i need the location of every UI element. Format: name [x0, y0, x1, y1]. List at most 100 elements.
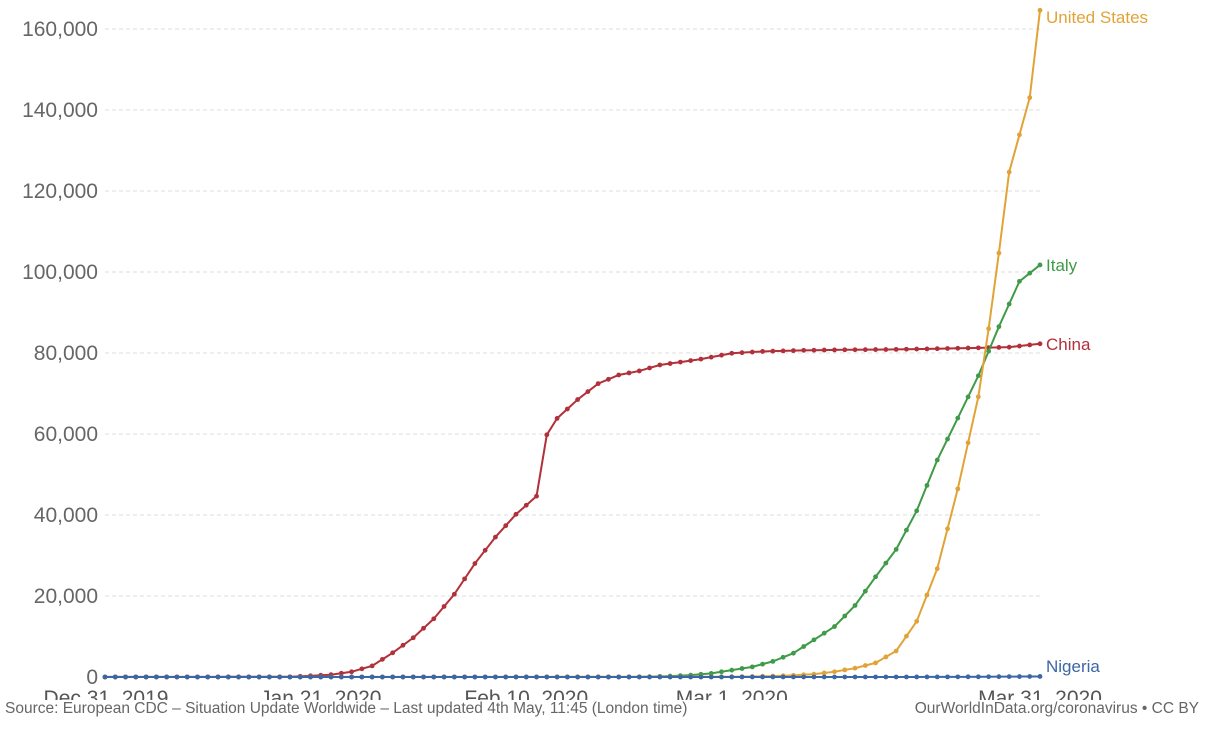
- data-point: [780, 348, 786, 354]
- data-point: [698, 674, 704, 680]
- x-tick-label: Feb 10, 2020: [464, 687, 588, 700]
- data-point: [770, 348, 776, 354]
- data-point: [821, 670, 827, 676]
- data-point: [616, 372, 622, 378]
- data-point: [996, 250, 1002, 256]
- data-point: [914, 618, 920, 624]
- y-tick-label: 100,000: [22, 261, 98, 284]
- x-tick-label: Mar 31, 2020: [978, 687, 1102, 700]
- data-point: [945, 346, 950, 351]
- data-point: [462, 576, 468, 582]
- data-point: [554, 674, 560, 680]
- data-point: [1037, 262, 1043, 268]
- series-label-italy: Italy: [1046, 256, 1078, 275]
- attribution-link[interactable]: OurWorldInData.org/coronavirus • CC BY: [914, 700, 1199, 717]
- data-point: [883, 560, 889, 566]
- data-point: [986, 326, 992, 332]
- data-point: [749, 349, 755, 355]
- data-point: [842, 674, 848, 680]
- data-point: [1006, 674, 1012, 680]
- data-point: [842, 613, 848, 619]
- data-point: [647, 674, 652, 680]
- data-point: [585, 389, 591, 394]
- data-point: [472, 674, 478, 680]
- data-point: [893, 346, 899, 352]
- data-point: [616, 674, 622, 680]
- data-point: [328, 674, 334, 680]
- data-point: [955, 674, 961, 680]
- data-point: [791, 650, 796, 656]
- data-point: [780, 654, 786, 660]
- data-point: [862, 347, 868, 353]
- data-point: [862, 674, 868, 680]
- data-point: [832, 669, 837, 675]
- data-point: [801, 674, 807, 680]
- data-point: [606, 376, 611, 382]
- data-point: [749, 674, 755, 680]
- data-point: [924, 483, 930, 488]
- data-point: [410, 635, 416, 641]
- data-point: [564, 406, 570, 412]
- data-point: [801, 644, 807, 649]
- data-point: [965, 345, 971, 351]
- data-point: [924, 592, 930, 598]
- data-point: [369, 663, 375, 669]
- series-united-states: [102, 7, 1043, 680]
- data-point: [760, 661, 765, 667]
- x-tick-label: Mar 1, 2020: [676, 687, 788, 700]
- data-point: [986, 674, 992, 680]
- data-point: [626, 370, 632, 376]
- data-point: [904, 346, 909, 352]
- data-point: [195, 674, 200, 680]
- data-point: [945, 526, 950, 532]
- data-point: [647, 365, 652, 371]
- series-labels: China Italy United States Nigeria: [1046, 8, 1148, 676]
- data-point: [996, 324, 1002, 330]
- data-point: [904, 633, 909, 639]
- data-point: [205, 674, 211, 680]
- y-tick-label: 0: [86, 666, 98, 689]
- data-point: [770, 658, 776, 664]
- y-tick-label: 60,000: [34, 423, 98, 446]
- data-point: [246, 674, 252, 680]
- data-point: [153, 674, 159, 680]
- data-point: [400, 642, 406, 648]
- data-point: [719, 674, 724, 680]
- series-nigeria: [102, 674, 1043, 680]
- data-point: [975, 345, 981, 351]
- y-tick-label: 80,000: [34, 342, 98, 365]
- data-point: [975, 674, 981, 680]
- data-point: [934, 346, 940, 352]
- data-point: [287, 674, 293, 680]
- data-point: [225, 674, 231, 680]
- data-point: [996, 674, 1002, 680]
- data-point: [893, 547, 899, 552]
- series-label-china: China: [1046, 335, 1091, 354]
- data-point: [534, 493, 539, 499]
- data-point: [102, 674, 108, 680]
- data-point: [462, 674, 468, 680]
- data-point: [236, 674, 241, 680]
- data-point: [873, 574, 878, 580]
- data-point: [945, 674, 950, 680]
- data-point: [996, 345, 1002, 350]
- data-point: [380, 656, 385, 662]
- data-point: [1017, 278, 1022, 284]
- data-point: [965, 394, 971, 400]
- y-tick-label: 120,000: [22, 180, 98, 203]
- data-point: [914, 346, 920, 352]
- data-point: [359, 666, 365, 672]
- data-point: [595, 381, 601, 387]
- data-point: [934, 457, 940, 463]
- data-point: [636, 674, 642, 680]
- data-point: [338, 670, 344, 676]
- series-italy: [102, 262, 1043, 680]
- series-line-italy: [105, 264, 1041, 678]
- data-point: [595, 674, 601, 680]
- chart: 0 20,000 40,000 60,000 80,000 100,000 120,000 1…: [22, 7, 1148, 700]
- gridlines: [105, 28, 1040, 597]
- data-point: [852, 665, 858, 671]
- data-point: [1027, 270, 1033, 276]
- data-point: [904, 527, 909, 533]
- data-point: [1037, 7, 1043, 13]
